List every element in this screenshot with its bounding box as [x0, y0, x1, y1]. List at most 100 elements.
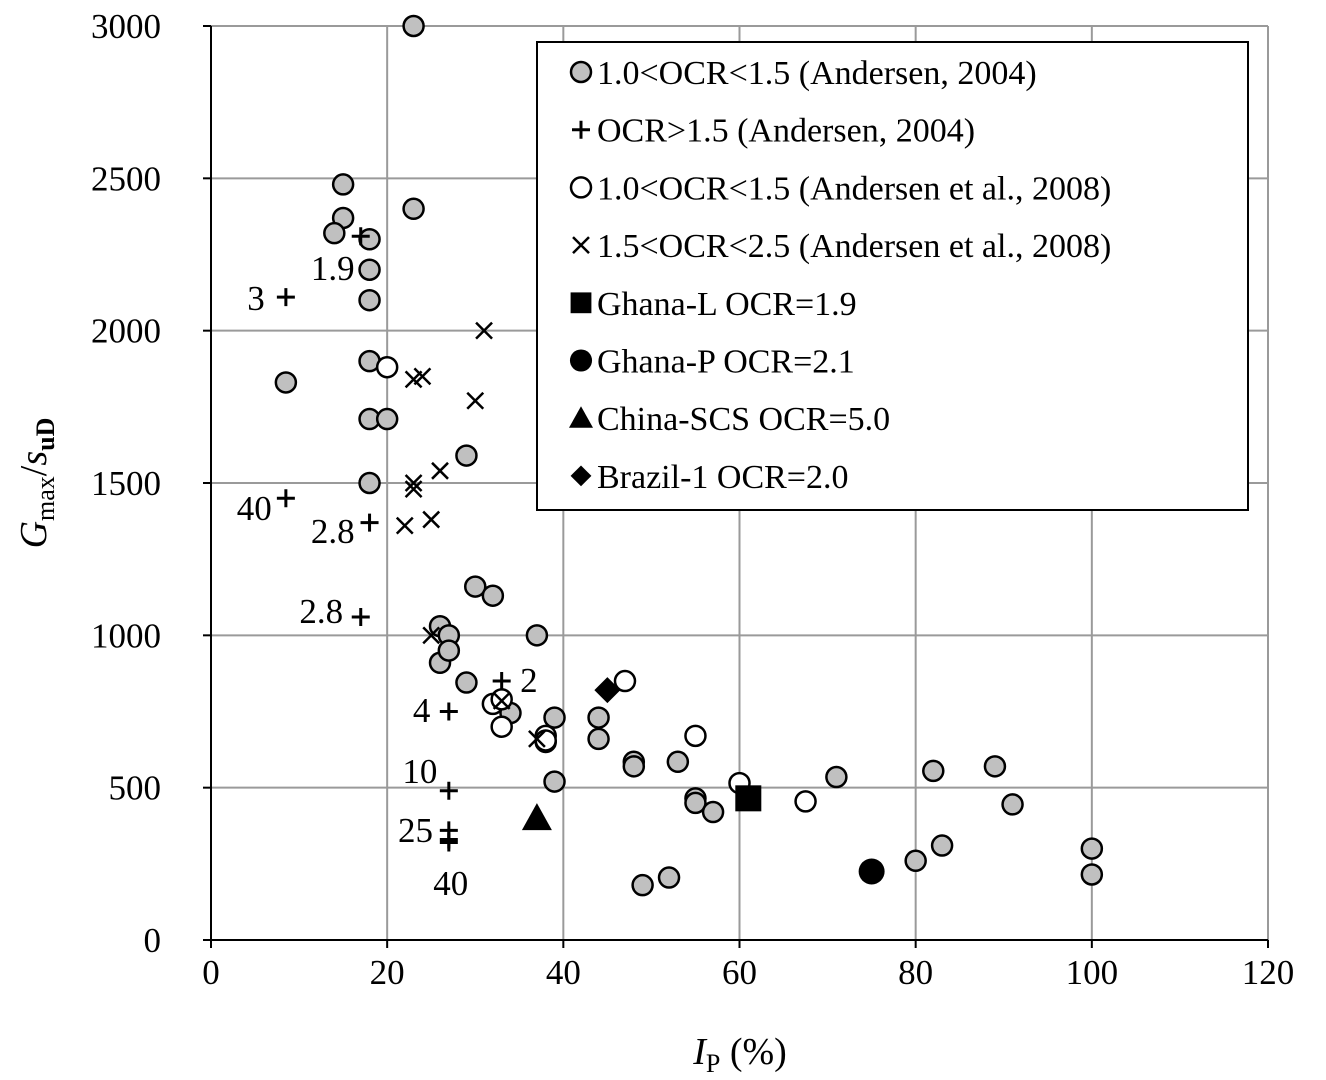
x-marker [413, 367, 432, 386]
legend-marker [572, 236, 590, 254]
point-annotation: 4 [413, 691, 431, 730]
y-tick-label: 1000 [91, 616, 161, 655]
legend-marker [570, 292, 592, 314]
gray-circle-marker [358, 288, 381, 312]
gray-circle-marker [455, 671, 478, 694]
x-marker [422, 626, 441, 645]
data-point [492, 691, 511, 710]
data-point [657, 866, 681, 889]
data-point [351, 608, 370, 627]
gray-circle-marker [464, 575, 487, 598]
data-point [466, 391, 485, 410]
data-point [543, 706, 566, 729]
data-point [395, 516, 414, 535]
gray-circle-marker [323, 221, 346, 245]
x-marker [475, 321, 493, 340]
legend-label: Ghana-P OCR=2.1 [597, 344, 855, 381]
data-point [666, 750, 690, 774]
data-point [543, 770, 566, 793]
data-point [684, 791, 707, 815]
data-point [331, 173, 355, 196]
data-point [492, 672, 511, 691]
x-tick-label: 60 [722, 953, 757, 992]
data-point [437, 639, 461, 662]
data-point [1001, 793, 1024, 816]
point-annotation: 40 [433, 864, 468, 903]
gray-circle-marker [455, 444, 478, 467]
x-axis-label: IP (%) [692, 1031, 787, 1078]
y-axis-label: Gmax/suD [13, 418, 60, 549]
y-tick-label: 0 [144, 921, 162, 960]
data-point [587, 727, 610, 751]
x-marker [572, 236, 590, 254]
gray-circle-marker [437, 639, 461, 662]
legend-label: Ghana-L OCR=1.9 [597, 286, 857, 323]
legend-label: China-SCS OCR=5.0 [597, 401, 890, 438]
gray-circle-marker [587, 706, 610, 729]
gray-circle-marker [375, 407, 399, 431]
data-point [358, 258, 381, 281]
x-tick-label: 120 [1242, 953, 1295, 992]
square-marker [735, 785, 762, 812]
data-point [684, 724, 707, 748]
gray-circle-marker [402, 14, 425, 38]
legend-label: OCR>1.5 (Andersen, 2004) [597, 113, 975, 150]
filled-circle-marker [858, 858, 885, 885]
gray-circle-marker [358, 258, 381, 281]
diamond-marker [594, 677, 621, 704]
plus-marker [492, 672, 511, 691]
data-point [1080, 837, 1104, 860]
plus-marker [439, 781, 458, 800]
plus-marker [276, 288, 295, 307]
x-marker [404, 474, 423, 492]
gray-circle-marker [331, 173, 355, 196]
data-point [464, 575, 487, 598]
data-point [274, 371, 298, 394]
data-point [594, 677, 621, 704]
data-points [274, 14, 1104, 897]
open-circle-marker [684, 724, 707, 748]
data-point [490, 715, 513, 738]
gray-circle-marker [1080, 863, 1104, 886]
gray-circle-marker [684, 791, 707, 815]
data-point [735, 785, 762, 812]
data-point [358, 288, 381, 312]
x-tick-label: 0 [202, 953, 220, 992]
data-point [631, 873, 654, 897]
data-point [858, 858, 885, 885]
plus-marker [572, 120, 590, 139]
legend-marker [569, 349, 593, 372]
data-point [404, 474, 423, 492]
gray-circle-marker [657, 866, 681, 889]
data-point [431, 461, 449, 480]
data-point [323, 221, 346, 245]
data-point [930, 834, 954, 857]
data-point [360, 513, 379, 532]
legend-item: 1.0<OCR<1.5 (Andersen, 2004) [569, 55, 1037, 92]
legend-label: 1.5<OCR<2.5 (Andersen et al., 2008) [597, 228, 1111, 265]
legend-label: 1.0<OCR<1.5 (Andersen et al., 2008) [597, 170, 1111, 207]
gray-circle-marker [1001, 793, 1024, 816]
data-point [521, 803, 552, 831]
data-point [375, 407, 399, 431]
data-point [413, 367, 432, 386]
open-circle-marker [569, 176, 593, 199]
data-point [825, 765, 848, 789]
data-point [525, 624, 549, 647]
y-tick-label: 3000 [91, 7, 161, 46]
data-point [358, 228, 381, 251]
legend-marker [572, 120, 590, 139]
gray-circle-marker [701, 800, 725, 824]
legend-box [536, 41, 1249, 511]
legend-item: 1.5<OCR<2.5 (Andersen et al., 2008) [572, 228, 1111, 265]
gray-circle-marker [983, 755, 1007, 778]
open-circle-marker [375, 355, 399, 379]
open-circle-marker [613, 669, 637, 693]
legend-marker [569, 60, 593, 84]
gray-circle-marker [274, 371, 298, 394]
plus-marker [439, 833, 458, 852]
gray-circle-marker [358, 228, 381, 251]
gray-circle-marker [666, 750, 690, 774]
open-circle-marker [490, 715, 513, 738]
data-point [455, 444, 478, 467]
